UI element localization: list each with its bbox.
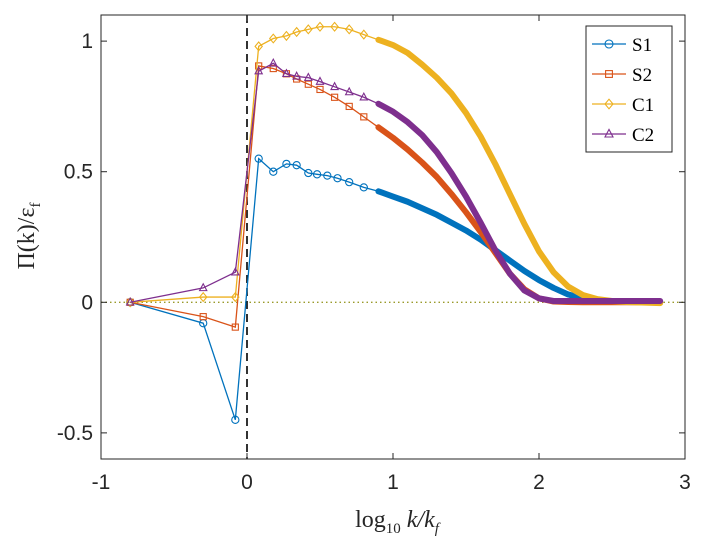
legend-label-c2: C2 (632, 125, 654, 146)
series-c1-point (125, 297, 135, 308)
series-s1-point (254, 154, 263, 163)
legend-entry-c2: C2 (592, 125, 654, 146)
series-c1-point (198, 291, 208, 303)
x-tick-label: -1 (92, 471, 111, 494)
x-tick-label: 3 (679, 471, 691, 494)
legend: S1 S2 C1 C2 (585, 25, 673, 153)
series-c1-point (268, 33, 278, 44)
series-c1-point (282, 30, 291, 42)
series-group (125, 21, 664, 424)
series-c2-point (198, 282, 208, 292)
legend-marker-s2 (605, 70, 613, 78)
series-c1-point (254, 41, 263, 52)
series-s2-point (304, 80, 312, 88)
series-s1-point (304, 168, 313, 178)
series-c2-point (268, 57, 278, 67)
x-tick-label: 2 (533, 471, 545, 494)
legend-box (585, 25, 673, 153)
axis-ticks (100, 15, 686, 459)
x-tick-label: 0 (241, 471, 253, 494)
tick-labels: -1 0 1 2 3 -0.5 0 0.5 1 (57, 30, 691, 494)
series-c2-point (344, 86, 354, 96)
series-c1-point (292, 26, 301, 38)
series-s2-point (231, 323, 239, 331)
series-s1-point (231, 415, 240, 424)
y-axis-title: Π(k)/εf (14, 202, 44, 269)
series-c2-point (281, 68, 291, 78)
series-c2-dense-band (375, 100, 664, 304)
series-c2-point (359, 91, 369, 101)
series-c1-point (330, 21, 339, 32)
series-c1-point (315, 21, 325, 32)
series-c1-point (231, 291, 240, 303)
series-c2-point (254, 65, 264, 75)
legend-label-s2: S2 (632, 65, 652, 86)
legend-marker-c2 (604, 128, 614, 138)
legend-label-c1: C1 (632, 95, 654, 116)
y-tick-label: 1 (81, 30, 93, 53)
series-s2-point (316, 85, 324, 94)
y-tick-label: -0.5 (57, 422, 93, 445)
legend-marker-s1 (604, 39, 614, 49)
legend-entry-c1: C1 (592, 95, 654, 116)
series-c2 (125, 57, 664, 306)
legend-entry-s2: S2 (592, 65, 652, 86)
legend-marker-c1 (604, 98, 614, 110)
series-c1-point (359, 29, 369, 40)
series-s1-point (282, 159, 291, 169)
legend-entry-s1: S1 (592, 35, 652, 56)
series-s1-point (312, 170, 322, 179)
series-s1-point (333, 174, 342, 183)
series-c1-point (344, 24, 354, 35)
series-s1-point (359, 183, 368, 192)
series-s1-point (323, 171, 332, 180)
series-s2-point (199, 313, 207, 321)
y-tick-label: 0 (81, 291, 93, 314)
x-tick-label: 1 (387, 471, 399, 494)
series-c2-point (292, 71, 302, 80)
legend-label-s1: S1 (632, 35, 652, 56)
series-c2-point (230, 266, 240, 276)
series-s1-point (292, 161, 301, 170)
series-s2-point (345, 102, 353, 111)
x-axis-title: log10 k/kf (355, 507, 441, 537)
series-s2-point (255, 62, 263, 70)
series-c1-point (304, 24, 313, 35)
series-s2-point (360, 113, 368, 121)
series-s2-point (330, 93, 339, 101)
series-c2-point (330, 81, 340, 91)
series-c2-point (315, 76, 325, 85)
series-c2-point (125, 296, 135, 306)
y-tick-label: 0.5 (64, 161, 93, 184)
series-c2-point (303, 72, 313, 81)
series-s1-point (269, 167, 278, 176)
series-s1-point (345, 178, 354, 187)
